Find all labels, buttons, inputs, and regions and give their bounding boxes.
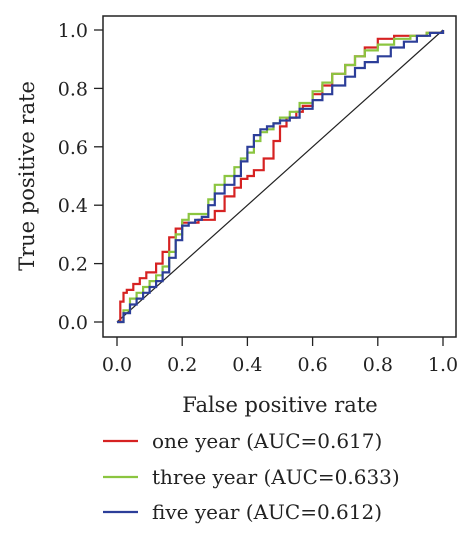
- x-tick-label: 0.4: [232, 354, 262, 376]
- y-tick-label: 0.2: [58, 254, 88, 276]
- legend-label-1: one year (AUC=0.617): [152, 429, 382, 453]
- x-tick-label: 0.6: [297, 354, 327, 376]
- y-tick-label: 0.6: [58, 137, 88, 159]
- y-tick-label: 0.8: [58, 78, 88, 100]
- x-tick-label: 0.2: [167, 354, 197, 376]
- legend-label-3: five year (AUC=0.612): [152, 500, 382, 524]
- legend-label-2: three year (AUC=0.633): [152, 465, 400, 489]
- y-axis-title: True positive rate: [15, 81, 39, 271]
- x-tick-label: 0.8: [363, 354, 393, 376]
- y-tick-label: 0.0: [58, 312, 88, 334]
- plot-frame: [102, 15, 457, 338]
- x-tick-label: 1.0: [428, 354, 458, 376]
- y-axis: 0.0 0.2 0.4 0.6 0.8 1.0: [58, 20, 103, 334]
- x-axis: 0.0 0.2 0.4 0.6 0.8 1.0: [102, 337, 458, 376]
- reference-diagonal-line: [116, 29, 444, 323]
- y-tick-label: 0.4: [58, 195, 88, 217]
- x-axis-title: False positive rate: [182, 393, 377, 417]
- x-tick-label: 0.0: [102, 354, 132, 376]
- plot-area: [116, 29, 445, 324]
- series-line-3: [117, 30, 445, 324]
- y-tick-label: 1.0: [58, 20, 88, 42]
- legend: one year (AUC=0.617) three year (AUC=0.63…: [103, 429, 400, 524]
